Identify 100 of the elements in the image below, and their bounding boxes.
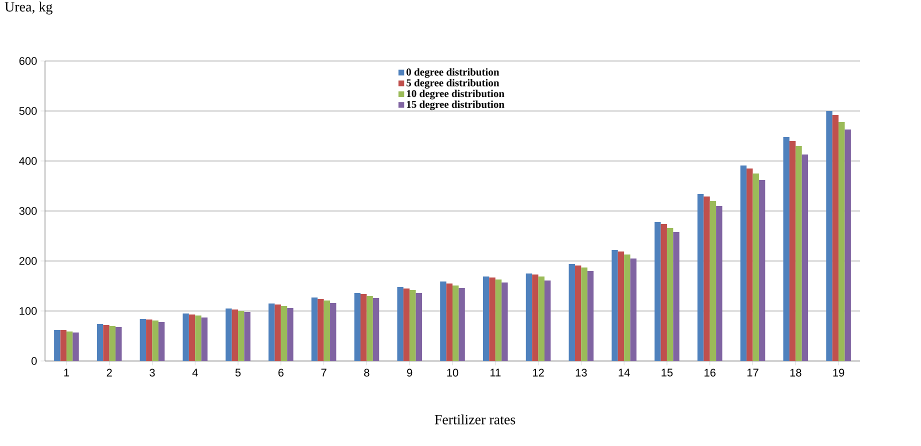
bar xyxy=(60,330,66,361)
bar xyxy=(330,302,336,361)
bar xyxy=(360,294,367,361)
bar xyxy=(280,306,288,361)
bar xyxy=(832,114,839,361)
bar xyxy=(458,288,465,361)
bar xyxy=(660,224,667,361)
y-tick-label: 200 xyxy=(19,257,37,265)
bar xyxy=(54,330,60,361)
bar xyxy=(182,313,189,361)
y-tick-label: 400 xyxy=(19,157,37,165)
bar xyxy=(752,173,759,361)
x-tick-label: 8 xyxy=(364,368,370,377)
bar xyxy=(397,286,404,361)
y-tick-label: 300 xyxy=(19,207,37,215)
y-axis-title: Urea, kg xyxy=(4,2,52,14)
bar xyxy=(416,292,422,361)
x-tick-label: 3 xyxy=(150,368,155,377)
bar xyxy=(796,146,802,361)
legend-label: 0 degree distribution xyxy=(406,68,500,78)
bar xyxy=(318,298,324,361)
bar xyxy=(844,129,851,361)
bar xyxy=(483,276,490,361)
bar xyxy=(618,251,624,361)
bar xyxy=(66,331,73,361)
bar xyxy=(544,280,551,361)
bar xyxy=(574,265,582,361)
bar xyxy=(489,277,496,361)
bar xyxy=(716,206,722,361)
bar xyxy=(802,154,808,361)
bar xyxy=(452,285,459,361)
bar xyxy=(403,288,410,361)
x-tick-label: 6 xyxy=(278,368,284,377)
bar xyxy=(226,308,232,361)
bar xyxy=(268,303,275,361)
bar xyxy=(109,326,116,361)
bar xyxy=(746,168,753,361)
bar xyxy=(201,317,208,361)
bar xyxy=(72,332,79,361)
bar xyxy=(666,228,674,361)
bar xyxy=(372,298,380,361)
bar xyxy=(673,232,680,361)
bar xyxy=(366,296,373,361)
bar xyxy=(587,270,594,361)
y-tick-label: 0 xyxy=(32,357,37,365)
legend-label: 5 degree distribution xyxy=(406,78,500,89)
bar xyxy=(783,136,790,361)
bar xyxy=(697,194,704,361)
bar xyxy=(103,324,110,361)
x-tick-label: 13 xyxy=(576,368,587,377)
legend-label: 10 degree distribution xyxy=(407,90,504,100)
x-tick-label: 7 xyxy=(321,368,326,376)
bar xyxy=(440,281,446,361)
bar xyxy=(826,110,832,361)
bar xyxy=(789,140,796,361)
bar xyxy=(740,165,747,361)
bar xyxy=(446,283,453,361)
x-axis-title: Fertilizer rates xyxy=(434,414,516,424)
bar xyxy=(502,282,508,361)
bar xyxy=(354,292,361,361)
x-tick-label: 14 xyxy=(618,368,630,376)
bar xyxy=(158,322,165,361)
x-tick-label: 15 xyxy=(662,368,673,376)
bar xyxy=(526,273,532,361)
x-tick-label: 11 xyxy=(490,368,501,376)
y-tick-label: 600 xyxy=(19,57,37,65)
bar xyxy=(238,310,244,361)
bar xyxy=(96,324,104,361)
bar xyxy=(495,279,502,361)
x-tick-label: 4 xyxy=(192,368,198,376)
bar xyxy=(410,290,416,361)
y-tick-label: 100 xyxy=(20,307,37,315)
bar xyxy=(140,318,146,361)
bar xyxy=(195,315,202,361)
x-tick-label: 2 xyxy=(106,368,112,376)
x-tick-label: 1 xyxy=(64,368,69,376)
bar xyxy=(232,309,238,361)
bar xyxy=(152,320,158,361)
legend-label: 15 degree distribution xyxy=(407,100,504,110)
bar xyxy=(581,267,588,361)
bar xyxy=(188,314,196,361)
x-tick-label: 9 xyxy=(407,368,412,377)
x-tick-label: 19 xyxy=(833,368,844,377)
bar xyxy=(612,250,618,361)
bar xyxy=(146,319,152,361)
bar xyxy=(538,276,544,361)
x-tick-label: 16 xyxy=(704,368,716,377)
bar xyxy=(654,222,661,361)
bar xyxy=(116,326,122,361)
bar xyxy=(274,304,281,361)
bar xyxy=(568,264,575,361)
bar xyxy=(311,297,318,361)
bar xyxy=(704,196,710,361)
x-tick-label: 5 xyxy=(235,368,241,376)
bar xyxy=(244,312,250,361)
bar xyxy=(630,258,636,361)
bar xyxy=(324,300,330,361)
bar xyxy=(624,254,630,361)
bar xyxy=(287,308,294,361)
x-tick-label: 12 xyxy=(533,368,544,376)
